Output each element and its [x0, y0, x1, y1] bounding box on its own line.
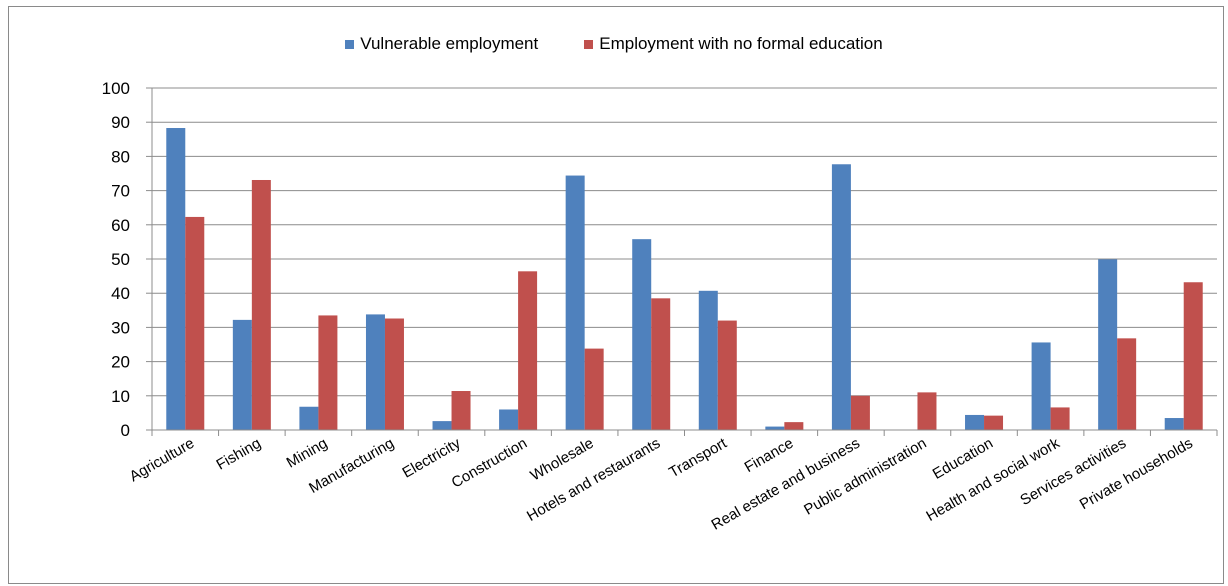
bar-vulnerable-employment — [299, 406, 319, 430]
bar-no-formal-education — [1183, 282, 1203, 430]
bar-vulnerable-employment — [232, 319, 252, 430]
bar-vulnerable-employment — [765, 426, 785, 430]
bar-no-formal-education — [518, 271, 538, 430]
bar-no-formal-education — [584, 348, 604, 430]
y-tick-label: 30 — [111, 318, 130, 337]
bar-no-formal-education — [717, 320, 737, 430]
chart-frame — [8, 6, 1224, 584]
bar-no-formal-education — [651, 298, 671, 430]
y-tick-label: 70 — [111, 182, 130, 201]
bar-vulnerable-employment — [1098, 259, 1118, 430]
x-category-label: Transport — [666, 434, 730, 481]
y-tick-label: 0 — [121, 421, 130, 440]
y-tick-label: 90 — [111, 113, 130, 132]
x-category-label: Public administration — [801, 435, 929, 519]
x-category-label: Mining — [284, 435, 331, 472]
bar-vulnerable-employment — [432, 421, 452, 430]
bar-vulnerable-employment — [1031, 342, 1051, 430]
bar-vulnerable-employment — [365, 314, 385, 430]
bar-vulnerable-employment — [632, 239, 652, 430]
chart-legend: Vulnerable employment Employment with no… — [0, 34, 1228, 54]
bar-no-formal-education — [451, 391, 471, 430]
x-category-label: Finance — [742, 435, 797, 476]
y-tick-label: 10 — [111, 387, 130, 406]
legend-item-no-education: Employment with no formal education — [584, 34, 883, 54]
legend-label-no-education: Employment with no formal education — [599, 34, 883, 53]
y-tick-label: 80 — [111, 147, 130, 166]
bar-vulnerable-employment — [965, 414, 985, 430]
y-tick-label: 20 — [111, 353, 130, 372]
bar-no-formal-education — [1050, 407, 1070, 430]
bar-no-formal-education — [784, 422, 804, 430]
bar-no-formal-education — [1117, 338, 1137, 430]
bar-no-formal-education — [850, 395, 870, 430]
legend-label-vulnerable: Vulnerable employment — [360, 34, 539, 53]
legend-swatch-vulnerable — [345, 39, 355, 49]
bar-no-formal-education — [384, 318, 404, 430]
bar-vulnerable-employment — [565, 175, 585, 430]
x-category-label: Agriculture — [127, 435, 198, 486]
legend-item-vulnerable: Vulnerable employment — [345, 34, 538, 54]
y-tick-label: 60 — [111, 216, 130, 235]
y-tick-label: 50 — [111, 250, 130, 269]
y-tick-label: 100 — [102, 79, 130, 98]
bar-vulnerable-employment — [166, 128, 186, 430]
x-category-label: Construction — [449, 435, 530, 492]
bar-vulnerable-employment — [499, 409, 519, 430]
y-tick-label: 40 — [111, 284, 130, 303]
bar-no-formal-education — [185, 216, 205, 430]
bar-vulnerable-employment — [1164, 418, 1184, 430]
x-category-label: Private households — [1077, 435, 1196, 514]
bar-vulnerable-employment — [698, 290, 718, 430]
bar-no-formal-education — [917, 392, 937, 430]
bar-no-formal-education — [318, 315, 338, 430]
bar-no-formal-education — [984, 415, 1004, 430]
bar-no-formal-education — [251, 179, 271, 430]
legend-swatch-no-education — [584, 39, 594, 49]
x-category-label: Fishing — [213, 435, 263, 474]
bar-vulnerable-employment — [831, 164, 851, 431]
